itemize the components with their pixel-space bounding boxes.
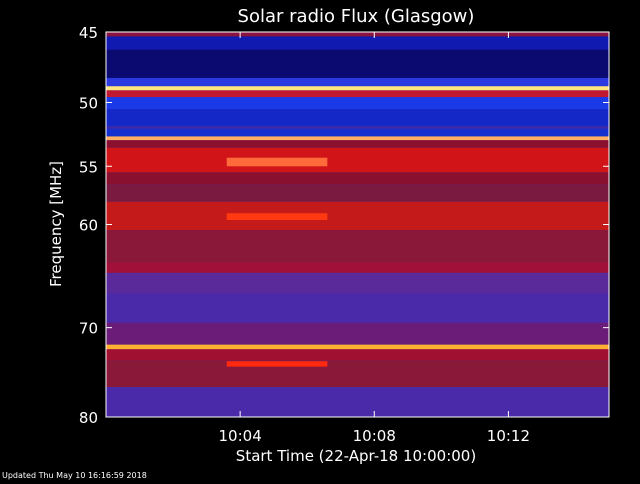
frequency-band-0 (106, 32, 609, 37)
plot-area (105, 31, 610, 418)
frequency-band-1 (106, 36, 609, 50)
frequency-band-6 (106, 97, 609, 110)
frequency-band-20 (106, 322, 609, 345)
y-tick-label-1: 50 (79, 95, 98, 113)
frequency-band-2 (106, 49, 609, 78)
frequency-band-16 (106, 230, 609, 263)
frequency-band-13 (106, 172, 609, 185)
chart-title: Solar radio Flux (Glasgow) (238, 6, 475, 27)
frequency-band-7 (106, 109, 609, 127)
x-tick-label-1: 10:08 (353, 427, 396, 445)
x-axis-label: Start Time (22-Apr-18 10:00:00) (236, 447, 476, 465)
frequency-band-9 (106, 128, 609, 137)
frequency-band-21 (106, 344, 609, 350)
burst-0 (226, 157, 328, 167)
frequency-band-11 (106, 140, 609, 148)
y-tick-label-5: 80 (79, 409, 98, 427)
y-tick-label-0: 45 (79, 24, 98, 42)
frequency-band-23 (106, 360, 609, 388)
frequency-band-5 (106, 90, 609, 98)
frequency-band-8 (106, 126, 609, 129)
x-axis: 10:04 10:08 10:12 (219, 32, 530, 445)
y-axis: 45 50 55 60 70 80 (79, 24, 609, 427)
frequency-band-10 (106, 136, 609, 141)
frequency-band-18 (106, 272, 609, 294)
frequency-band-24 (106, 387, 609, 417)
y-tick-label-2: 55 (79, 158, 98, 176)
footer-updated-text: Updated Thu May 10 16:16:59 2018 (2, 471, 147, 480)
frequency-band-3 (106, 77, 609, 87)
y-axis-label: Frequency [MHz] (47, 161, 65, 287)
frequency-band-22 (106, 349, 609, 361)
frequency-band-15 (106, 201, 609, 231)
frequency-band-12 (106, 147, 609, 173)
frequency-band-14 (106, 184, 609, 202)
frequency-band-17 (106, 262, 609, 273)
x-tick-label-2: 10:12 (487, 427, 530, 445)
frequency-band-19 (106, 293, 609, 323)
x-tick-label-0: 10:04 (219, 427, 262, 445)
y-tick-label-3: 60 (79, 217, 98, 235)
y-tick-label-4: 70 (79, 320, 98, 338)
frequency-band-4 (106, 86, 609, 91)
burst-1 (226, 213, 328, 221)
burst-2 (226, 361, 328, 367)
